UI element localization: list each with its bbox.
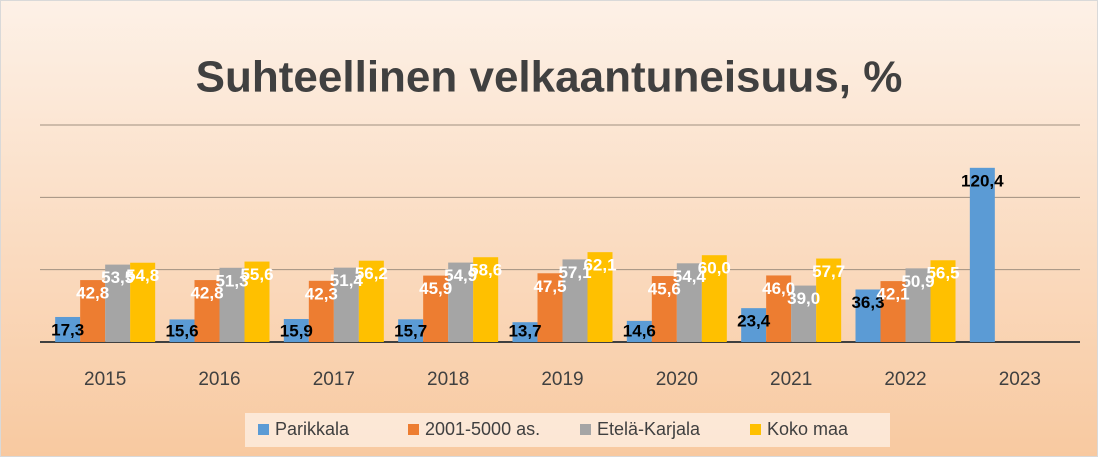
- data-label: 42,3: [305, 284, 338, 303]
- bar: [855, 289, 881, 342]
- legend-label: Etelä-Karjala: [597, 419, 701, 439]
- data-label: 36,3: [851, 293, 884, 312]
- x-tick-label: 2015: [84, 369, 126, 390]
- data-label: 46,0: [762, 279, 795, 298]
- x-tick-label: 2019: [541, 369, 583, 390]
- data-label: 15,7: [394, 321, 427, 340]
- chart-title: Suhteellinen velkaantuneisuus, %: [196, 53, 903, 102]
- data-label: 13,7: [508, 321, 541, 340]
- bar: [791, 285, 817, 342]
- data-label: 45,6: [648, 280, 681, 299]
- bar: [333, 267, 359, 342]
- data-label: 39,0: [787, 289, 820, 308]
- data-label: 42,8: [76, 284, 109, 303]
- bar: [930, 260, 956, 342]
- data-label: 57,7: [812, 262, 845, 281]
- data-label: 55,6: [240, 265, 273, 284]
- bar: [562, 259, 588, 342]
- bar: [219, 267, 245, 342]
- x-tick-label: 2021: [770, 369, 812, 390]
- x-tick-label: 2022: [884, 369, 926, 390]
- data-label: 53,5: [101, 268, 134, 287]
- bar: [537, 273, 563, 342]
- bar: [969, 167, 995, 342]
- bar: [169, 319, 195, 342]
- data-label: 50,9: [901, 272, 934, 291]
- bar: [194, 280, 220, 342]
- data-label: 51,4: [330, 271, 364, 290]
- data-label: 57,1: [558, 263, 591, 282]
- bar: [512, 322, 538, 342]
- x-tick-label: 2017: [313, 369, 355, 390]
- data-label: 42,1: [876, 285, 909, 304]
- bar: [283, 318, 309, 342]
- bar: [880, 281, 906, 342]
- data-label: 45,9: [419, 279, 452, 298]
- legend-label: Parikkala: [275, 419, 350, 439]
- bar: [816, 258, 842, 342]
- bar: [587, 252, 613, 342]
- data-label: 120,4: [961, 171, 1004, 190]
- legend: [245, 413, 890, 447]
- x-tick-label: 2016: [198, 369, 240, 390]
- bar: [398, 319, 424, 342]
- data-label: 42,8: [190, 284, 223, 303]
- data-label: 60,0: [698, 259, 731, 278]
- bar: [905, 268, 931, 342]
- bar: [358, 260, 384, 342]
- data-label: 54,9: [444, 266, 477, 285]
- bar: [55, 316, 81, 342]
- data-label: 15,9: [280, 321, 313, 340]
- data-label: 17,3: [51, 320, 84, 339]
- bar: [130, 262, 156, 342]
- x-tick-label: 2018: [427, 369, 469, 390]
- data-label: 47,5: [533, 277, 566, 296]
- bar: [448, 262, 474, 342]
- data-label: 58,6: [469, 261, 502, 280]
- legend-swatch: [580, 424, 591, 435]
- bar: [676, 263, 702, 342]
- bar: [626, 320, 652, 342]
- legend-swatch: [750, 424, 761, 435]
- bar: [651, 276, 677, 342]
- data-label: 15,6: [165, 321, 198, 340]
- legend-swatch: [258, 424, 269, 435]
- bar: [308, 280, 334, 342]
- data-label: 56,2: [355, 264, 388, 283]
- data-label: 62,1: [583, 256, 616, 275]
- bar: [105, 264, 131, 342]
- legend-label: Koko maa: [767, 419, 849, 439]
- data-label: 54,4: [673, 267, 707, 286]
- bar: [701, 255, 727, 342]
- legend-swatch: [408, 424, 419, 435]
- data-label: 14,6: [623, 321, 656, 340]
- bar: [741, 308, 767, 342]
- bar: [423, 275, 449, 342]
- data-label: 51,3: [215, 271, 248, 290]
- bar: [766, 275, 792, 342]
- bar: [473, 257, 499, 342]
- bar: [80, 280, 106, 342]
- x-tick-label: 2020: [656, 369, 698, 390]
- data-label: 56,5: [926, 264, 959, 283]
- legend-label: 2001-5000 as.: [425, 419, 540, 439]
- x-tick-label: 2023: [999, 369, 1041, 390]
- data-label: 54,8: [126, 266, 159, 285]
- data-label: 23,4: [737, 312, 771, 331]
- bar: [244, 261, 270, 342]
